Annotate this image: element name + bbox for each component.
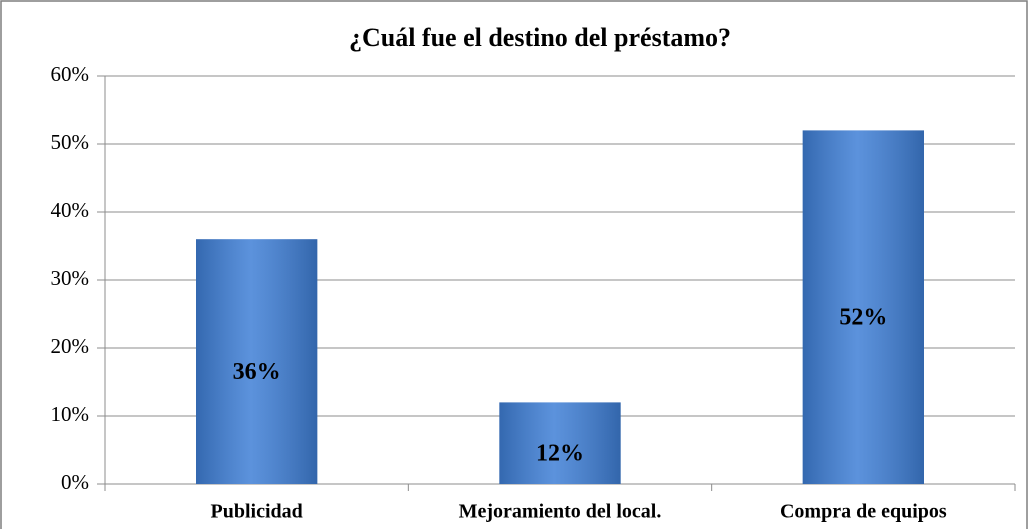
x-tick-label: Publicidad (211, 501, 303, 523)
data-label: 52% (839, 305, 887, 331)
data-label: 36% (233, 359, 281, 385)
y-tick-label: 0% (61, 470, 89, 494)
bar-shine (802, 130, 924, 484)
data-label: 12% (536, 441, 584, 467)
x-tick-label: Mejoramiento del local. (459, 501, 662, 523)
y-tick-label: 60% (51, 62, 90, 86)
x-tick-label: Compra de equipos (780, 501, 947, 523)
chart-title: ¿Cuál fue el destino del préstamo? (349, 23, 731, 52)
y-tick-label: 20% (51, 334, 90, 358)
y-tick-label: 10% (51, 402, 90, 426)
y-tick-label: 40% (51, 198, 90, 222)
y-tick-label: 30% (51, 266, 90, 290)
bar-shine (499, 402, 621, 484)
bar-shine (196, 239, 318, 484)
y-tick-label: 50% (51, 130, 90, 154)
